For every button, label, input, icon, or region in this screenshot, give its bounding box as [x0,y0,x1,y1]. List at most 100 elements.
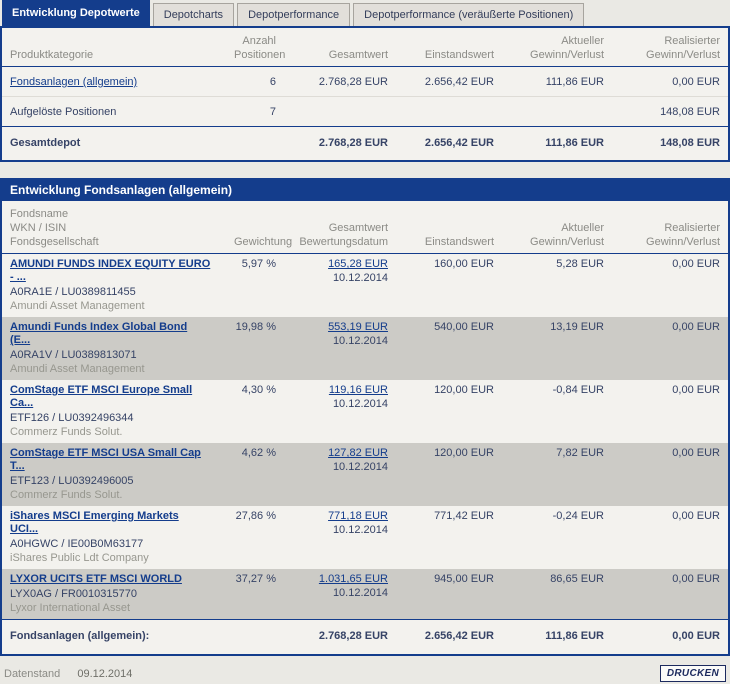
fund-current-pl: 5,28 EUR [556,258,604,270]
fund-value-link[interactable]: 119,16 EUR [328,384,388,396]
fondsanlagen-link[interactable]: Fondsanlagen (allgemein) [10,76,138,88]
fund-cost: 120,00 EUR [434,447,494,459]
header-produktkategorie: Produktkategorie [2,28,224,67]
gesamtdepot-row: Gesamtdepot 2.768,28 EUR 2.656,42 EUR 11… [2,126,728,160]
fund-cost: 771,42 EUR [434,510,494,522]
fund-realized-pl: 0,00 EUR [672,573,720,585]
cell-current [504,97,614,127]
cell-total: 2.768,28 EUR [286,66,398,97]
status-bar: Datenstand 09.12.2014 DRUCKEN [0,656,730,682]
fund-valuation-date: 10.12.2014 [332,398,388,410]
cell-count: 6 [224,66,286,97]
fund-name-link[interactable]: Amundi Funds Index Global Bond (E... [10,321,188,346]
fund-valuation-date: 10.12.2014 [332,335,388,347]
tab-entwicklung-depotwerte[interactable]: Entwicklung Depotwerte [2,0,150,26]
fund-realized-pl: 0,00 EUR [672,258,720,270]
fund-row: AMUNDI FUNDS INDEX EQUITY EURO - ... A0R… [2,254,728,318]
fund-company: Amundi Asset Management [10,300,145,312]
tab-bar: Entwicklung Depotwerte Depotcharts Depot… [0,0,730,26]
fund-value-link[interactable]: 127,82 EUR [328,447,388,459]
datenstand-label: Datenstand [4,667,61,680]
fund-valuation-date: 10.12.2014 [332,524,388,536]
print-button[interactable]: DRUCKEN [659,665,726,682]
fund-name-link[interactable]: iShares MSCI Emerging Markets UCI... [10,510,179,535]
header-realisierter-gewinn-verlust: Realisierter Gewinn/Verlust [614,28,728,67]
funds-total-row: Fondsanlagen (allgemein): 2.768,28 EUR 2… [2,619,728,654]
datenstand: Datenstand 09.12.2014 [4,668,132,680]
fund-cost: 945,00 EUR [434,573,494,585]
fund-current-pl: 7,82 EUR [556,447,604,459]
cell-cost [398,97,504,127]
fund-value-link[interactable]: 771,18 EUR [328,510,388,522]
fund-value-link[interactable]: 165,28 EUR [328,258,388,270]
funds-header-row: Fondsname WKN / ISIN Fondsgesellschaft G… [2,201,728,254]
cell-realized: 0,00 EUR [614,619,728,654]
header-gesamtwert: Gesamtwert [286,28,398,67]
header-gesamtwert-bewertungsdatum: Gesamtwert Bewertungsdatum [286,201,398,254]
fund-cost: 160,00 EUR [434,258,494,270]
header-gewichtung: Gewichtung [224,201,292,254]
header-aktueller-gewinn-verlust: Aktueller Gewinn/Verlust [504,28,614,67]
cell-realized: 148,08 EUR [614,126,728,160]
table-row: Fondsanlagen (allgemein) 6 2.768,28 EUR … [2,66,728,97]
fund-row: ComStage ETF MSCI USA Small Cap T... ETF… [2,443,728,506]
gesamtdepot-label: Gesamtdepot [2,126,224,160]
fund-current-pl: -0,84 EUR [552,384,604,396]
header-fondsname-wkn-gesellschaft: Fondsname WKN / ISIN Fondsgesellschaft [2,201,224,254]
fund-row: ComStage ETF MSCI Europe Small Ca... ETF… [2,380,728,443]
fund-weight: 27,86 % [235,510,276,522]
fund-value-link[interactable]: 1.031,65 EUR [318,573,388,585]
fund-weight: 4,30 % [241,384,276,396]
table-row: Aufgelöste Positionen 7 148,08 EUR [2,97,728,127]
header-einstandswert: Einstandswert [398,201,504,254]
fund-wkn-isin: A0HGWC / IE00B0M63177 [10,538,144,550]
aufgeloeste-positionen-label: Aufgelöste Positionen [10,106,117,118]
fund-row: iShares MSCI Emerging Markets UCI... A0H… [2,506,728,569]
fund-value-link[interactable]: 553,19 EUR [328,321,388,333]
cell-total [286,97,398,127]
fund-realized-pl: 0,00 EUR [672,384,720,396]
fund-company: Commerz Funds Solut. [10,426,123,438]
fund-weight: 19,98 % [235,321,276,333]
tab-depotcharts[interactable]: Depotcharts [152,3,235,26]
funds-panel: Entwicklung Fondsanlagen (allgemein) Fon… [0,178,730,656]
datenstand-date: 09.12.2014 [77,667,133,680]
fund-name-link[interactable]: ComStage ETF MSCI Europe Small Ca... [10,384,193,409]
fund-valuation-date: 10.12.2014 [332,587,388,599]
fund-weight: 37,27 % [235,573,276,585]
fund-cost: 540,00 EUR [434,321,494,333]
fund-wkn-isin: A0RA1V / LU0389813071 [10,349,137,361]
fund-name-link[interactable]: LYXOR UCITS ETF MSCI WORLD [10,573,182,585]
cell-cost: 2.656,42 EUR [398,619,504,654]
funds-table: Fondsname WKN / ISIN Fondsgesellschaft G… [2,201,728,654]
header-realisierter-gewinn-verlust: Realisierter Gewinn/Verlust [614,201,728,254]
fund-company: Commerz Funds Solut. [10,489,123,501]
fund-company: iShares Public Ldt Company [10,552,149,564]
fund-wkn-isin: ETF126 / LU0392496344 [10,412,134,424]
tab-depotperformance[interactable]: Depotperformance [237,3,351,26]
fund-current-pl: -0,24 EUR [552,510,604,522]
tab-depotperformance-veraeusserte[interactable]: Depotperformance (veräußerte Positionen) [353,3,585,26]
cell-current: 111,86 EUR [504,66,614,97]
cell-count: 7 [269,106,276,118]
fund-current-pl: 86,65 EUR [550,573,604,585]
fund-current-pl: 13,19 EUR [550,321,604,333]
fund-valuation-date: 10.12.2014 [332,272,388,284]
summary-header-row: Produktkategorie Anzahl Positionen Gesam… [2,28,728,67]
fund-name-link[interactable]: ComStage ETF MSCI USA Small Cap T... [10,447,201,472]
fund-realized-pl: 0,00 EUR [672,510,720,522]
fund-row: LYXOR UCITS ETF MSCI WORLD LYX0AG / FR00… [2,569,728,620]
fund-wkn-isin: ETF123 / LU0392496005 [10,475,134,487]
header-einstandswert: Einstandswert [398,28,504,67]
header-aktueller-gewinn-verlust: Aktueller Gewinn/Verlust [504,201,614,254]
cell-total: 2.768,28 EUR [286,126,398,160]
fund-valuation-date: 10.12.2014 [332,461,388,473]
fund-wkn-isin: LYX0AG / FR0010315770 [10,588,137,600]
cell-current: 111,86 EUR [504,619,614,654]
fund-row: Amundi Funds Index Global Bond (E... A0R… [2,317,728,380]
fund-company: Amundi Asset Management [10,363,145,375]
cell-cost: 2.656,42 EUR [398,126,504,160]
fund-cost: 120,00 EUR [434,384,494,396]
depot-summary-table: Produktkategorie Anzahl Positionen Gesam… [2,28,728,160]
fund-name-link[interactable]: AMUNDI FUNDS INDEX EQUITY EURO - ... [10,258,211,283]
